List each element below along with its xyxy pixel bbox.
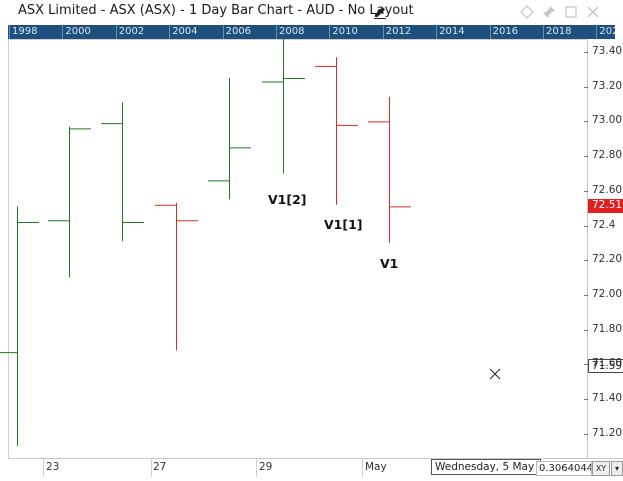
price-tick (584, 433, 588, 435)
price-tick (584, 364, 588, 366)
date-tick (151, 459, 152, 477)
xy-button[interactable]: XY (592, 461, 610, 476)
timeline-year: 2000 (65, 26, 91, 37)
cursor-date-box: Wednesday, 5 May (431, 459, 541, 475)
close-icon[interactable] (584, 3, 602, 21)
date-tick (256, 459, 257, 477)
timeline-tick (9, 25, 10, 39)
chart-area[interactable] (8, 39, 587, 458)
pencil-icon[interactable] (372, 4, 388, 20)
date-tick-label: May (365, 461, 387, 473)
timeline-year: 2004 (172, 26, 198, 37)
dropdown-icon[interactable]: ▾ (611, 461, 623, 476)
timeline-year: 2012 (385, 26, 412, 37)
price-tick-label: 73.40 (592, 45, 623, 57)
timeline-tick (543, 25, 544, 39)
timeline-tick (436, 25, 438, 39)
price-tick (584, 86, 588, 88)
price-tick (584, 329, 588, 331)
timeline-scroller[interactable]: 1998 2000 2002 2004 2006 2008 2010 2012 2014 2016… (8, 25, 615, 39)
wave-label-v1: V1 (380, 256, 399, 271)
timeline-tick (489, 25, 491, 39)
window-title: ASX Limited - ASX (ASX) - 1 Day Bar Char… (18, 3, 414, 18)
price-tick-label: 71.20 (592, 426, 623, 439)
timeline-tick (596, 25, 598, 39)
pin-icon[interactable] (540, 3, 558, 21)
date-tick (43, 459, 44, 477)
date-tick-label: 29 (259, 461, 273, 473)
price-tick-label: 72.4 (592, 218, 616, 231)
cursor-price-label: 71.59 (588, 359, 623, 374)
date-axis[interactable]: Wednesday, 5 May 0.3064044 XY ▾ 23 27 29 Ma… (8, 458, 623, 478)
timeline-year: 2008 (279, 26, 305, 37)
timeline-tick (169, 25, 171, 39)
timeline-year: 2002 (118, 26, 145, 37)
timeline-year: 2006 (225, 26, 252, 37)
timeline-tick (115, 25, 117, 39)
timeline-tick (382, 25, 384, 39)
last-price-label: 72.51 (588, 199, 623, 214)
timeline-tick (62, 25, 64, 39)
timeline-year: 2018 (546, 26, 572, 37)
price-tick-label: 71.40 (592, 392, 623, 404)
date-tick-label: 27 (153, 461, 167, 473)
wave-label-v1-2: V1[2] (268, 192, 307, 207)
price-tick (584, 294, 588, 296)
timeline-tick (276, 25, 277, 39)
price-tick-label: 72.60 (592, 183, 623, 196)
price-tick-label: 73.20 (592, 79, 623, 92)
restore-icon[interactable] (562, 3, 580, 21)
price-tick (584, 156, 588, 158)
title-bar: ASX Limited - ASX (ASX) - 1 Day Bar Char… (0, 0, 623, 24)
diamond-icon[interactable] (518, 3, 536, 21)
price-tick (584, 121, 588, 123)
timeline-tick (222, 25, 224, 39)
price-axis[interactable]: 72.51 71.59 73.40 73.20 73.00 72.80 72.60 72.… (584, 39, 623, 458)
price-tick-label: 72.00 (592, 287, 623, 300)
price-tick (584, 52, 588, 53)
price-tick-label: 72.80 (592, 149, 623, 162)
timeline-tick (329, 25, 331, 39)
timeline-year: 2016 (492, 26, 519, 37)
timeline-year: 2014 (439, 26, 465, 37)
price-tick (584, 225, 588, 227)
timeline-year: 2010 (332, 26, 358, 37)
date-tick-label: 23 (46, 461, 60, 473)
price-tick (584, 260, 588, 262)
price-tick-label: 73.00 (592, 114, 623, 127)
price-tick-label: 72.20 (592, 253, 623, 266)
price-tick-label: 71.80 (592, 322, 623, 335)
crosshair-icon (489, 368, 501, 380)
price-tick (584, 190, 588, 192)
timeline-year: 2020 (599, 26, 615, 37)
date-tick (362, 459, 363, 477)
timeline-year: 1998 (12, 26, 38, 37)
price-tick-label: 71.60 (592, 357, 623, 370)
wave-label-v1-1: V1[1] (324, 217, 363, 232)
cursor-value-box: 0.3064044 (536, 461, 592, 476)
price-tick (584, 399, 588, 400)
